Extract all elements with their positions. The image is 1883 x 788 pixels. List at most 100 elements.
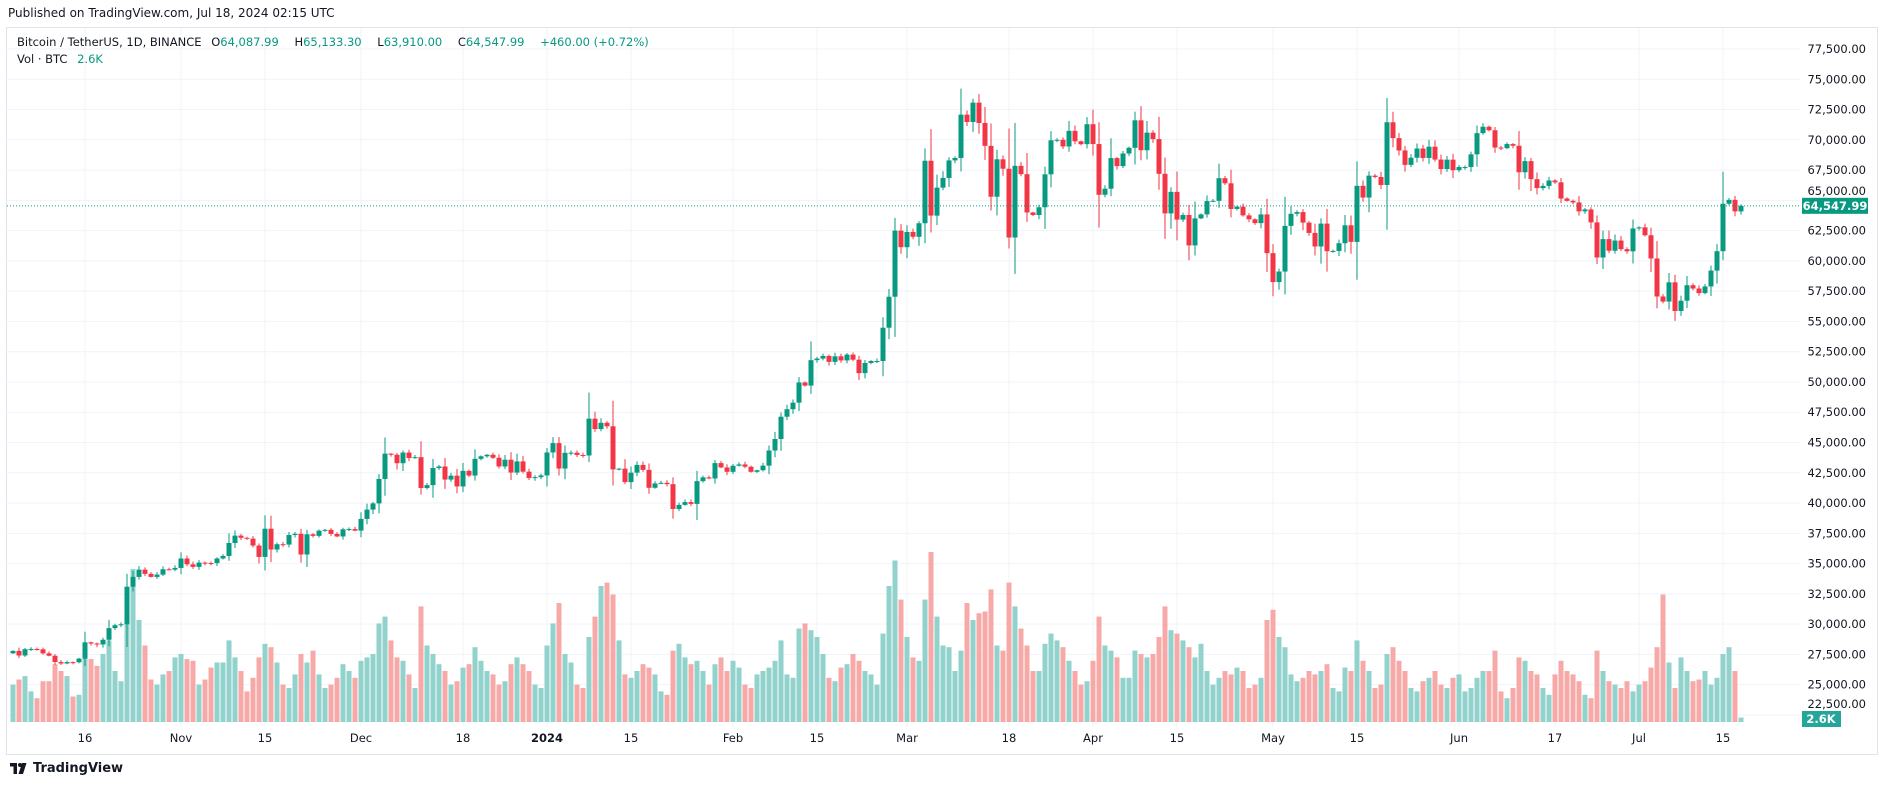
volume-bar <box>172 657 178 722</box>
volume-bar <box>598 586 604 722</box>
price-tick-label: 60,000.00 <box>1807 254 1866 268</box>
volume-bar <box>154 684 160 722</box>
candle-down <box>1492 130 1498 148</box>
volume-bar <box>1612 684 1618 722</box>
volume-bar <box>1066 660 1072 722</box>
volume-bar <box>682 657 688 722</box>
symbol-title[interactable]: Bitcoin / TetherUS, 1D, BINANCE <box>17 35 202 49</box>
candle-down <box>898 230 904 248</box>
volume-bar <box>1642 681 1648 722</box>
volume-bar <box>664 694 670 722</box>
candle-up <box>550 443 556 453</box>
candle-up <box>736 464 742 466</box>
volume-bar <box>1312 674 1318 722</box>
candle-up <box>958 114 964 158</box>
volume-bar <box>1498 691 1504 722</box>
volume-bar <box>394 657 400 722</box>
volume-bar <box>1240 671 1246 722</box>
volume-bar <box>1276 637 1282 722</box>
time-tick-label: 15 <box>810 731 825 745</box>
volume-bar <box>748 688 754 722</box>
candle-down <box>610 426 616 470</box>
candle-down <box>184 558 190 565</box>
candle-up <box>1582 209 1588 212</box>
time-tick-label: 15 <box>1170 731 1185 745</box>
volume-bar <box>214 662 220 722</box>
volume-bar <box>52 664 58 722</box>
low-value: 63,910.00 <box>383 35 443 49</box>
volume-label[interactable]: Vol · BTC <box>17 52 68 66</box>
volume-bar <box>94 665 100 722</box>
candle-down <box>328 529 334 534</box>
volume-bar <box>244 691 250 722</box>
volume-bar <box>1054 640 1060 722</box>
close-value: 64,547.99 <box>465 35 525 49</box>
candle-down <box>1186 215 1192 246</box>
volume-bar <box>238 671 244 722</box>
volume-bar <box>424 645 430 722</box>
volume-bar <box>550 623 556 722</box>
candle-up <box>1504 144 1510 149</box>
time-tick-label: 2024 <box>531 731 563 745</box>
time-tick-label: 15 <box>1716 731 1731 745</box>
candle-up <box>412 457 418 459</box>
volume-bar <box>1474 677 1480 722</box>
candle-up <box>1234 206 1240 209</box>
candle-down <box>1642 227 1648 236</box>
volume-bar <box>196 684 202 722</box>
volume-bar <box>814 637 820 722</box>
candle-down <box>508 459 514 473</box>
candle-up <box>874 361 880 363</box>
volume-bar <box>16 679 22 722</box>
volume-bar <box>400 660 406 722</box>
volume-bar <box>454 681 460 722</box>
volume-bar <box>1480 671 1486 722</box>
candle-up <box>1702 286 1708 294</box>
volume-bar <box>706 684 712 722</box>
candle-up <box>820 355 826 359</box>
candle-up <box>796 382 802 403</box>
candle-up <box>790 402 796 410</box>
open-label: O <box>211 35 221 49</box>
volume-bar <box>874 684 880 722</box>
tradingview-logo[interactable]: TradingView <box>10 761 123 776</box>
candle-down <box>1300 212 1306 223</box>
volume-bar <box>532 684 538 722</box>
candles <box>10 88 1744 667</box>
volume-bar <box>808 630 814 722</box>
candle-down <box>190 564 196 567</box>
volume-bar <box>1222 671 1228 722</box>
candle-down <box>1606 239 1612 251</box>
candle-up <box>1282 225 1288 272</box>
volume-bar <box>1150 654 1156 722</box>
price-tick-label: 52,500.00 <box>1807 345 1866 359</box>
candle-up <box>676 504 682 509</box>
candle-up <box>868 361 874 363</box>
volume-bar <box>1048 633 1054 722</box>
candle-down <box>982 122 988 146</box>
candle-down <box>58 662 64 664</box>
candle-up <box>658 482 664 484</box>
volume-bar <box>1420 681 1426 722</box>
candle-up <box>1216 178 1222 201</box>
volume-bar <box>202 679 208 722</box>
volume-bar <box>358 660 364 722</box>
volume-bar <box>724 671 730 722</box>
candle-up <box>76 658 82 663</box>
candle-down <box>526 471 532 478</box>
price-tick-label: 50,000.00 <box>1807 375 1866 389</box>
price-tick-label: 72,500.00 <box>1807 103 1866 117</box>
candle-up <box>922 160 928 224</box>
candle-up <box>808 360 814 386</box>
candle-down <box>856 359 862 374</box>
time-tick-label: Feb <box>723 731 743 745</box>
volume-bar <box>1618 688 1624 722</box>
candle-up <box>106 628 112 640</box>
volume-bar <box>406 674 412 722</box>
volume-bar <box>652 674 658 722</box>
volume-bar <box>1414 691 1420 722</box>
candle-up <box>82 642 88 659</box>
volume-bar <box>1738 717 1744 722</box>
candle-down <box>1096 144 1102 195</box>
